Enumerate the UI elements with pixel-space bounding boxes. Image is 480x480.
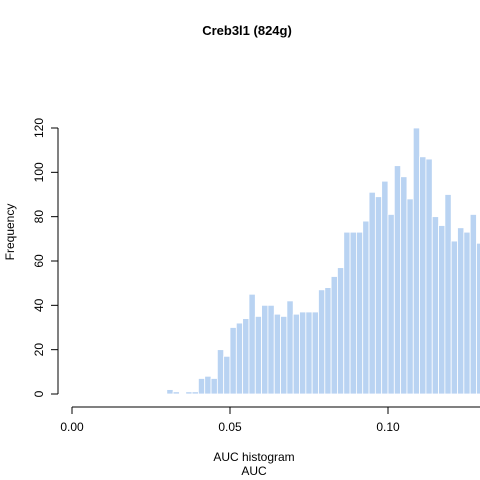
histogram-bar xyxy=(216,349,225,395)
y-tick-label: 120 xyxy=(32,118,46,138)
histogram-bar xyxy=(349,231,357,395)
histogram-bar xyxy=(197,378,206,395)
x-axis-sublabel: AUC xyxy=(241,464,267,478)
histogram-bar xyxy=(191,391,199,395)
histogram-bar xyxy=(185,391,193,395)
histogram-bar xyxy=(305,311,313,395)
histogram-bar xyxy=(412,127,420,395)
histogram-bar xyxy=(476,242,480,395)
histogram-bar xyxy=(469,214,477,395)
histogram-bar xyxy=(248,293,256,395)
histogram-bar xyxy=(406,198,414,395)
histogram-bar xyxy=(337,267,345,395)
y-tick-label: 40 xyxy=(32,298,46,312)
histogram-bar xyxy=(431,216,439,395)
histogram-bar xyxy=(210,378,218,395)
histogram-bar xyxy=(235,322,244,395)
y-tick-label: 60 xyxy=(32,254,46,268)
histogram-bar xyxy=(425,158,433,395)
histogram-bar xyxy=(324,287,332,395)
histogram-bar xyxy=(393,165,402,395)
histogram-bar xyxy=(362,220,370,395)
histogram-bar xyxy=(267,304,275,395)
x-tick-label: 0.00 xyxy=(60,420,84,434)
histogram-bar xyxy=(172,391,180,395)
x-tick-label: 0.05 xyxy=(218,420,242,434)
histogram-bar xyxy=(400,176,408,395)
x-axis: 0.000.050.100.150.20 xyxy=(60,406,480,434)
histogram-bar xyxy=(254,316,262,395)
histogram-bar xyxy=(311,311,319,395)
y-axis-label: Frequency xyxy=(3,204,17,261)
histogram-bar xyxy=(419,156,427,395)
histogram-bar xyxy=(457,227,465,395)
histogram-bar xyxy=(355,231,364,395)
histogram-bar xyxy=(438,225,446,395)
histogram-bar xyxy=(292,313,300,395)
histogram-bar xyxy=(286,300,294,395)
histogram-bar xyxy=(204,375,212,395)
histogram-bar xyxy=(280,316,288,395)
y-tick-label: 100 xyxy=(32,162,46,182)
histogram-bar xyxy=(343,231,351,395)
histogram-bar xyxy=(387,214,395,395)
histogram-bar xyxy=(368,191,376,395)
histogram-bar xyxy=(374,196,383,395)
y-tick-label: 0 xyxy=(32,390,46,397)
histogram-bar xyxy=(450,240,458,395)
y-tick-label: 20 xyxy=(32,343,46,357)
histogram-bar xyxy=(330,276,338,395)
histogram-bar xyxy=(381,180,389,395)
histogram-bar xyxy=(166,389,174,395)
histogram-bar xyxy=(261,304,269,395)
histogram-bar xyxy=(273,313,281,395)
chart-title: Creb3l1 (824g) xyxy=(202,23,292,38)
y-axis: 0 20 40 60 80 100 120 xyxy=(32,118,59,397)
y-tick-label: 80 xyxy=(32,210,46,224)
histogram-bar xyxy=(318,289,326,395)
histogram-bar xyxy=(463,231,471,395)
x-axis-label: AUC histogram xyxy=(213,450,294,464)
histogram-bar xyxy=(229,327,237,395)
histogram-bar xyxy=(444,194,452,395)
histogram-bar xyxy=(299,311,307,395)
histogram-bar xyxy=(242,318,250,395)
histogram-bar xyxy=(223,355,231,395)
x-tick-label: 0.10 xyxy=(376,420,400,434)
histogram-bars xyxy=(166,127,480,395)
